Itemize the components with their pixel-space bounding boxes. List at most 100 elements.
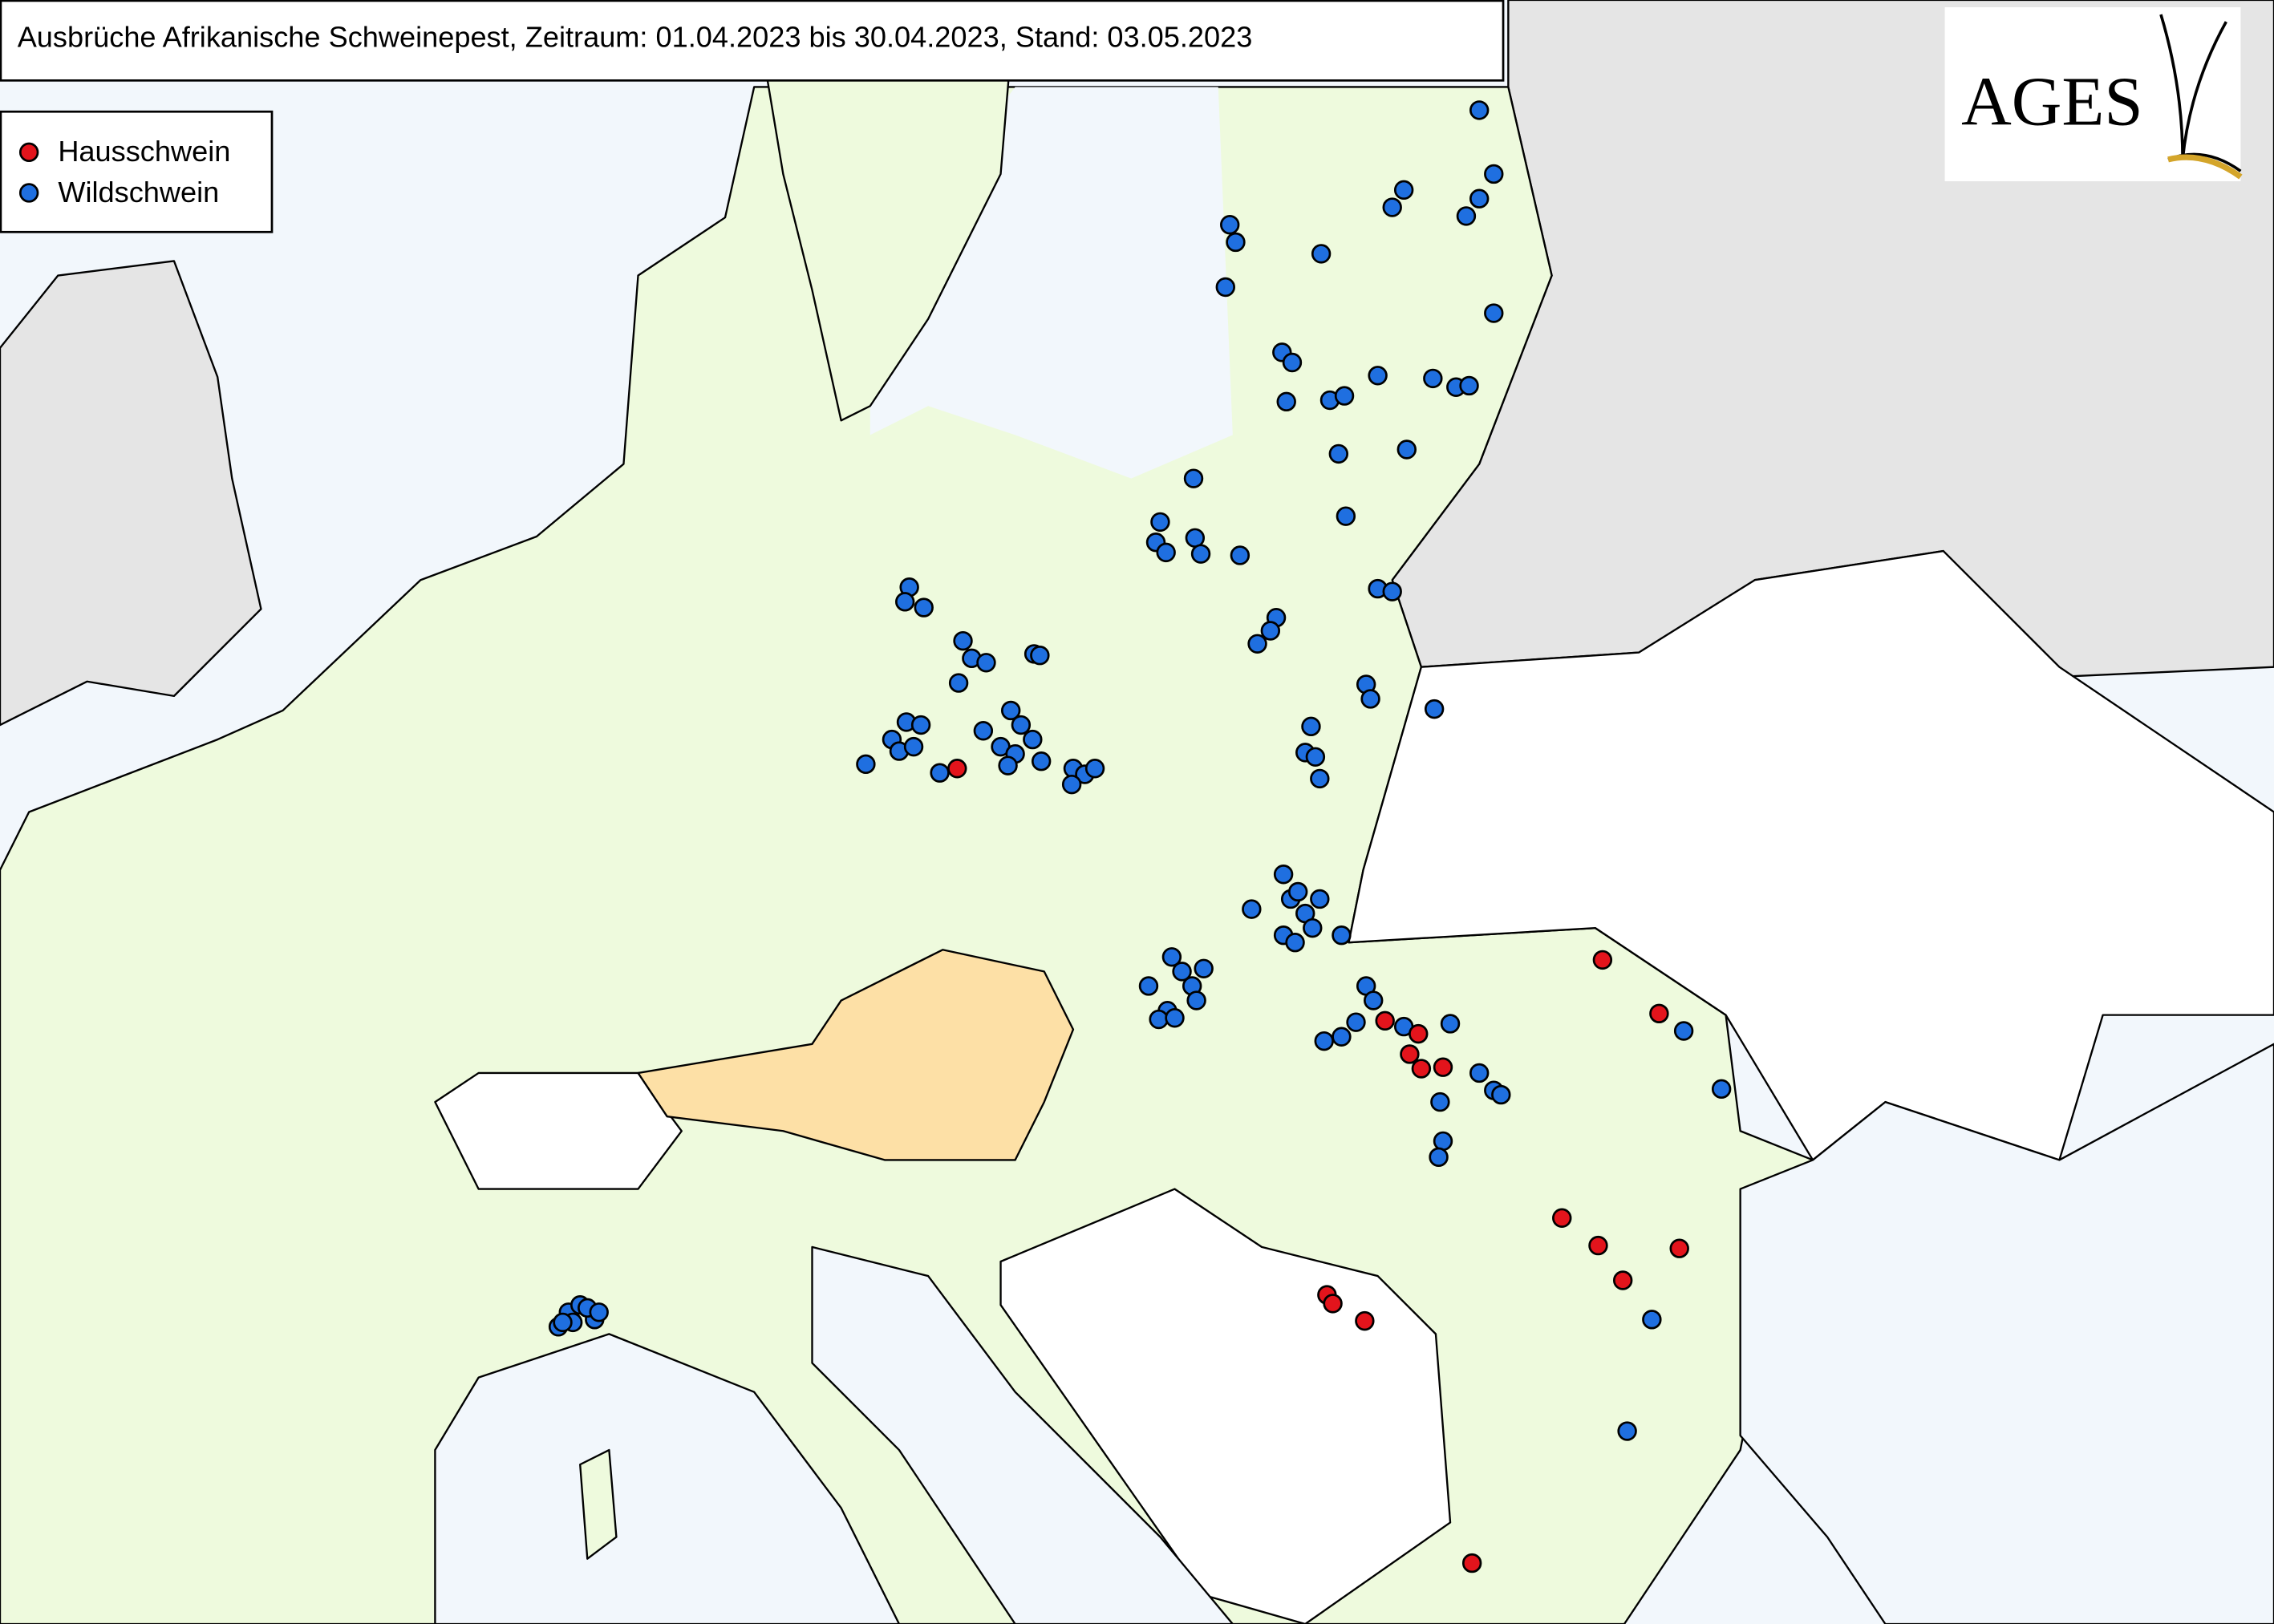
outbreak-dot [930,763,950,783]
outbreak-dot [1459,375,1479,396]
outbreak-dot [1303,917,1323,938]
outbreak-dot [1161,947,1182,967]
outbreak-dot [1617,1421,1637,1441]
black-sea [1739,1043,2274,1624]
logo-box [1944,7,2241,182]
outbreak-dot [1172,962,1192,982]
outbreak-dot [1332,925,1352,946]
outbreak-dot [948,673,969,693]
outbreak-dot [947,759,967,779]
outbreak-dot [1588,1235,1608,1256]
austria [637,949,1075,1161]
legend-label: Hausschwein [58,135,230,168]
outbreak-dot [1165,1008,1185,1028]
outbreak-dot [1400,1044,1420,1064]
outbreak-dot [1433,1131,1453,1152]
outbreak-dot [1215,277,1235,298]
mediterranean [434,1333,901,1624]
outbreak-dot [1287,881,1308,902]
outbreak-dot [1484,303,1504,323]
outbreak-dot [1332,1027,1352,1047]
outbreak-dot [1336,506,1356,526]
outbreak-dot [1346,1012,1366,1032]
outbreak-dot [1396,439,1417,460]
outbreak-dot [1469,100,1490,120]
outbreak-dot [1423,368,1443,389]
outbreak-dot [1430,1091,1450,1112]
outbreak-dot [1711,1079,1732,1100]
outbreak-dot [976,653,996,673]
outbreaks [548,100,1732,1573]
map-title: Ausbrüche Afrikanische Schweinepest, Zei… [18,20,1253,53]
outbreak-dot [1061,774,1082,795]
outbreak-dot [1592,950,1613,970]
outbreak-dot [589,1302,609,1322]
outbreak-dot [1282,352,1303,373]
outbreak-dot [1669,1238,1689,1258]
gray-region-uk [0,260,262,727]
outbreak-dot [1364,990,1384,1010]
outbreak-dot [856,754,876,775]
outbreak-dot [1220,215,1240,235]
ukraine [1348,549,2274,1161]
outbreak-dot [1311,244,1332,264]
legend-dot [18,183,39,203]
legend-label: Wildschwein [58,176,219,209]
outbreak-dot [953,630,973,651]
outbreak-dot [1194,958,1214,978]
outbreak-dot [1429,1147,1449,1168]
legend-dot [18,142,39,163]
outbreak-dot [1011,715,1032,735]
outbreak-dot [1642,1310,1662,1330]
outbreak-dot [1382,581,1402,601]
outbreak-dot [910,715,931,735]
legend-box [0,110,274,233]
outbreak-dot [895,592,915,612]
outbreak-dot [1491,1084,1511,1105]
outbreak-dot [1247,634,1267,654]
outbreak-dot [1360,689,1380,709]
outbreak-dot [1276,391,1296,412]
outbreak-dot [1183,468,1204,488]
outbreak-dot [1424,699,1445,719]
outbreak-dot [1411,1059,1432,1079]
outbreak-dot [1242,899,1262,919]
outbreak-dot [1469,188,1490,209]
outbreak-dot [1149,1009,1169,1030]
outbreak-dot [1305,747,1326,767]
outbreak-dot [903,736,924,757]
outbreak-dot [1030,646,1050,666]
outbreak-dot [1000,700,1021,721]
outbreak-dot [973,721,994,741]
outbreak-dot [1469,1063,1490,1083]
outbreak-dot [1433,1057,1453,1077]
outbreak-dot [1310,889,1330,909]
outbreak-dot [1023,729,1043,750]
outbreak-dot [1382,197,1402,217]
outbreak-dot [1156,542,1176,563]
outbreak-dot [998,755,1018,776]
logo-swoosh [2167,154,2243,180]
outbreak-dot [1440,1014,1461,1034]
outbreak-dot [914,597,934,618]
outbreak-dot [1310,768,1330,789]
corsica [579,1448,618,1560]
outbreak-dot [1031,751,1052,772]
outbreak-dot [1138,976,1159,996]
outbreak-dot [1334,386,1355,406]
outbreak-dot [553,1312,573,1333]
outbreak-dot [1375,1010,1395,1031]
outbreak-dot [1456,206,1477,226]
legend: Hausschwein Wildschwein [18,135,230,209]
title-box [0,0,1505,82]
outbreak-dot [1323,1294,1343,1314]
outbreak-dot [1314,1031,1334,1051]
outbreak-dot [1355,1310,1375,1331]
outbreak-dot [1273,865,1294,885]
outbreak-dot [1230,545,1250,565]
adriatic-sea [811,1245,1234,1624]
outbreak-dot [1328,443,1349,464]
outbreak-dot [1552,1208,1572,1228]
